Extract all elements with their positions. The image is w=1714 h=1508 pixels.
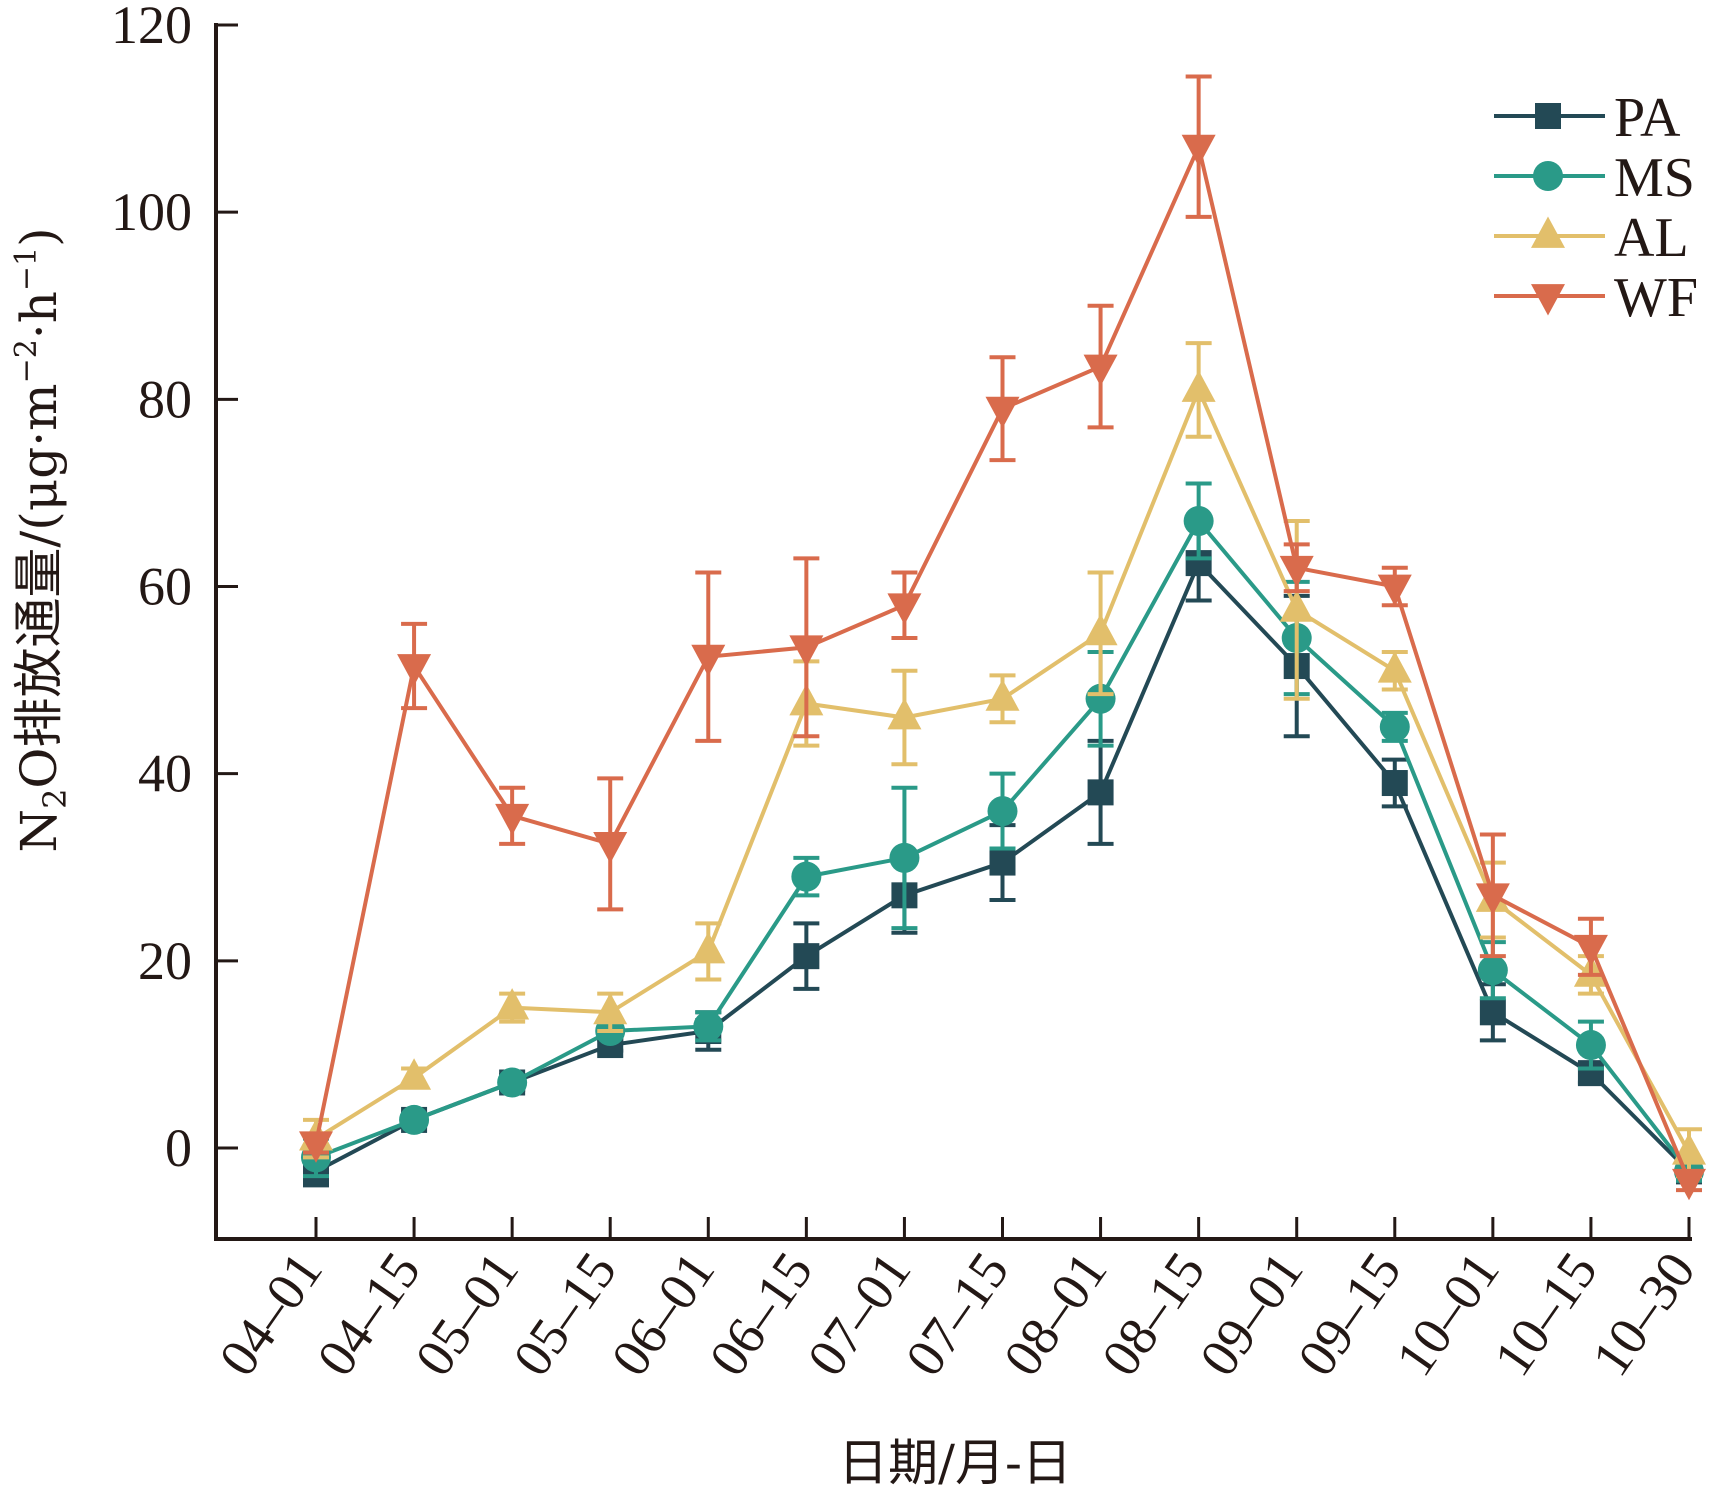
data-point [693,1011,724,1042]
legend-marker [1533,161,1563,191]
x-tick-label: 07–01 [796,1241,923,1386]
y-tick-label: 60 [138,557,192,617]
data-point [791,861,822,892]
y-tick-label: 120 [111,0,192,55]
data-point [495,988,530,1020]
data-point [985,679,1020,711]
x-tick-label: 10–30 [1580,1241,1707,1386]
legend-marker [1531,216,1565,248]
data-point [399,1104,430,1135]
y-tick-label: 100 [111,182,192,242]
legend-label: WF [1614,267,1698,329]
data-point [1181,134,1216,167]
data-point [1279,555,1314,588]
data-point [495,803,530,836]
data-point [889,842,920,873]
data-point [1377,574,1412,607]
data-point [1573,934,1608,967]
y-axis-title: N2O排放通量/(μg·m−2·h−1) [9,227,74,852]
x-tick-label: 09–15 [1286,1241,1413,1386]
x-axis-title: 日期/月-日 [838,1434,1072,1492]
data-point [593,831,628,864]
axes [214,23,1692,1241]
x-tick-label: 05–01 [403,1241,530,1386]
x-tick-label: 06–01 [600,1241,727,1386]
data-point [1477,955,1508,986]
data-point [1279,590,1314,622]
data-point [397,1058,432,1090]
y-tick-label: 80 [138,369,192,429]
data-point [1083,354,1118,387]
data-point [887,697,922,730]
series-layer [299,74,1706,1201]
series-line [314,387,1691,1154]
data-point [987,796,1018,827]
x-tick-label: 08–15 [1090,1241,1217,1386]
legend-label: MS [1614,147,1695,209]
series-wf [299,74,1706,1201]
data-point [691,644,726,677]
data-point [1085,683,1116,714]
data-point [1181,370,1216,402]
data-point [887,593,922,625]
data-point [497,1067,528,1098]
data-point [793,943,820,970]
y-tick-label: 20 [138,931,192,991]
data-point [1575,1030,1606,1061]
x-tick-label: 04–15 [305,1241,432,1386]
data-point [1381,770,1408,797]
x-tick-label: 10–01 [1384,1241,1511,1386]
legend-label: AL [1614,207,1689,269]
x-tick-label: 09–01 [1188,1241,1315,1386]
x-axis-ticks: 04–0104–1505–0105–1506–0106–1507–0107–15… [207,1217,1707,1386]
data-point [1672,1168,1706,1201]
legend-item-al: AL [1494,207,1689,269]
x-tick-label: 08–01 [992,1241,1119,1386]
data-point [691,931,726,964]
data-point [299,1131,333,1163]
data-point [1183,505,1214,536]
legend-marker [1535,103,1561,129]
data-point [1083,613,1118,646]
data-point [985,396,1020,429]
y-tick-label: 40 [138,744,192,804]
legend-label: PA [1614,87,1681,149]
legend-item-ms: MS [1494,147,1695,209]
legend-marker [1531,284,1565,316]
y-axis-ticks: 0 20 40 60 80 100 120 [111,0,238,1178]
x-tick-label: 04–01 [207,1241,334,1386]
legend-item-wf: WF [1494,267,1698,329]
data-point [989,849,1016,876]
data-point [1379,711,1410,742]
data-point [397,654,432,686]
data-point [593,992,628,1025]
series-al [299,341,1706,1179]
series-line [314,144,1691,1182]
data-point [1479,999,1506,1026]
x-tick-label: 07–15 [894,1241,1021,1386]
legend-item-pa: PA [1494,87,1681,149]
x-tick-label: 06–15 [698,1241,825,1386]
data-point [789,635,824,667]
x-tick-label: 10–15 [1482,1241,1609,1386]
data-point [1377,651,1412,683]
y-tick-label: 0 [165,1118,192,1178]
data-point [1475,883,1510,915]
x-tick-label: 05–15 [501,1241,628,1386]
data-point [1087,779,1114,806]
